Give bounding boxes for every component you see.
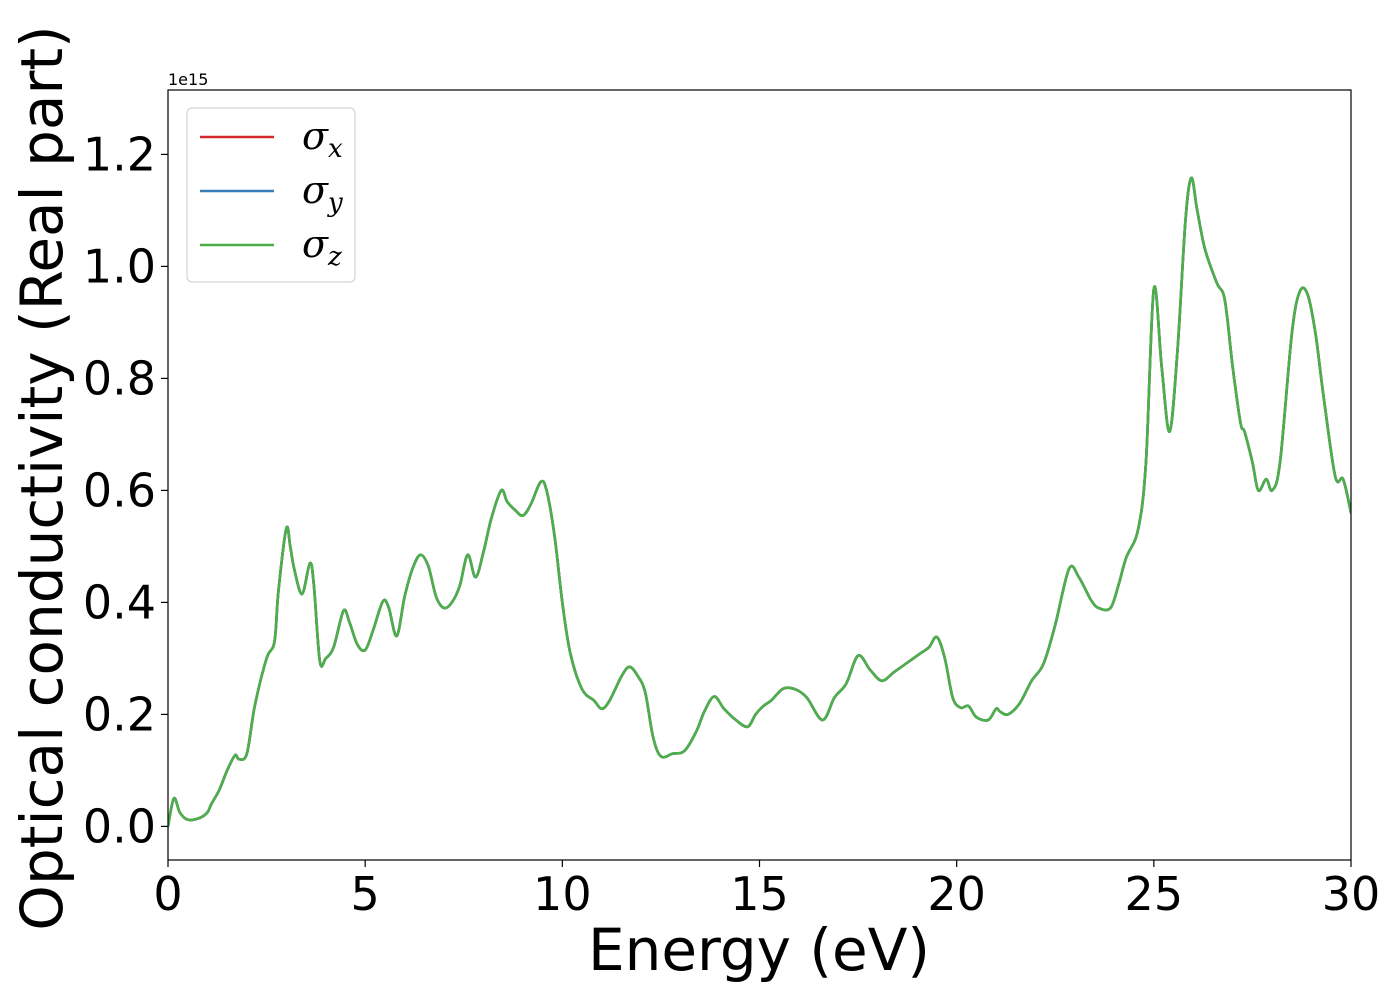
y-tick-label: 0.6	[83, 463, 156, 517]
x-tick-label: 0	[153, 867, 182, 921]
x-tick-label: 15	[730, 867, 789, 921]
series-layer	[168, 176, 1351, 828]
y-tick-label: 1.0	[83, 239, 156, 293]
y-tick-label: 0.4	[83, 575, 156, 629]
y-tick-label: 0.8	[83, 351, 156, 405]
y-tick-label: 0.0	[83, 799, 156, 853]
x-axis: 0 5 10 15 20 25 30	[153, 860, 1380, 921]
x-tick-label: 10	[533, 867, 592, 921]
y-tick-label: 1.2	[83, 127, 156, 181]
y-axis: 0.0 0.2 0.4 0.6 0.8 1.0 1.2	[83, 127, 168, 853]
y-axis-label: Optical conductivity (Real part)	[8, 25, 76, 930]
legend-box	[186, 107, 356, 283]
x-tick-label: 30	[1322, 867, 1381, 921]
y-offset-text: 1e15	[168, 70, 208, 89]
x-tick-label: 5	[351, 867, 380, 921]
x-axis-label: Energy (eV)	[588, 916, 930, 984]
legend-label-sigma-z: σz	[302, 222, 342, 272]
series-line-sigma-z	[168, 176, 1351, 828]
y-tick-label: 0.2	[83, 687, 156, 741]
x-tick-label: 25	[1125, 867, 1184, 921]
x-tick-label: 20	[927, 867, 986, 921]
legend-label-sigma-x: σx	[302, 114, 343, 164]
legend-label-sigma-y: σy	[302, 168, 343, 218]
